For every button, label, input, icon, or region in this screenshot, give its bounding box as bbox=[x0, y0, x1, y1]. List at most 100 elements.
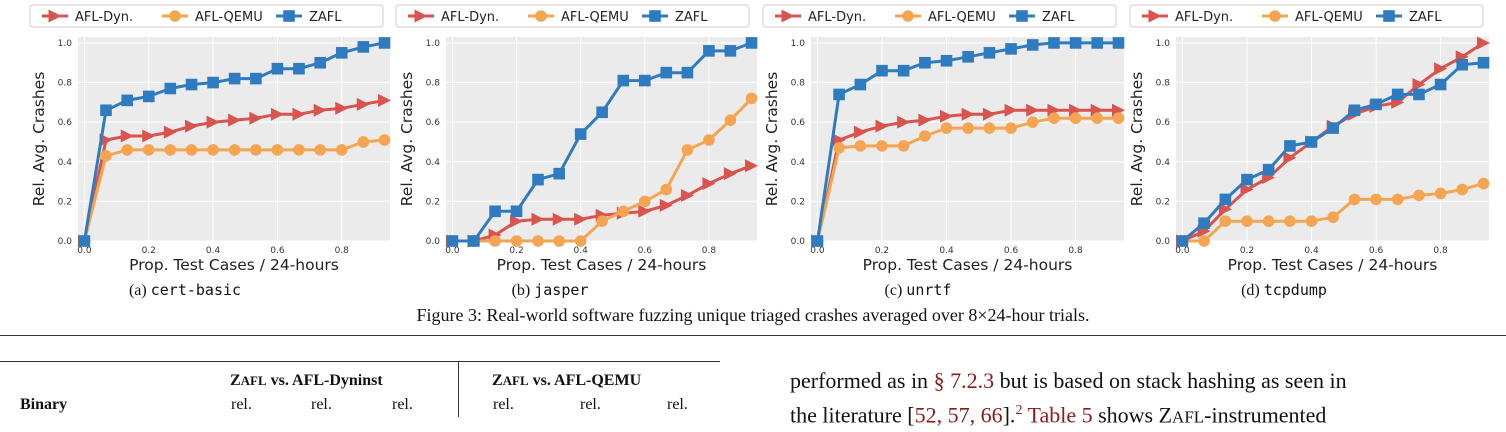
legend-marker-zafl bbox=[1383, 10, 1395, 22]
data-point bbox=[1262, 163, 1275, 176]
data-point bbox=[335, 144, 348, 156]
table-header-group-dyninst: ZAFL vs. AFL-Dyninst bbox=[230, 372, 383, 389]
data-point bbox=[660, 183, 673, 196]
data-point bbox=[919, 130, 931, 142]
data-point bbox=[1262, 215, 1275, 227]
data-point bbox=[940, 122, 953, 134]
legend-marker-afl-qemu bbox=[902, 10, 914, 22]
table-link[interactable]: Table 5 bbox=[1027, 402, 1093, 428]
section-divider bbox=[0, 335, 1506, 336]
legend-marker-zafl bbox=[283, 10, 295, 22]
data-point bbox=[164, 144, 177, 156]
data-point bbox=[228, 72, 241, 85]
section-link[interactable]: § 7.2.3 bbox=[933, 368, 995, 393]
chart-panel-d: AFL-Dyn. AFL-QEMU ZAFL 0.0 0.2 0.4 0.6 0.8 1.0 0.… bbox=[1128, 4, 1491, 274]
table-subheader-rel: rel. bbox=[493, 396, 514, 413]
chart-panel-a: AFL-Dyn. AFL-QEMU ZAFL 0.0 0.2 0.4 0.6 0.8 1.0 0.… bbox=[29, 4, 392, 274]
data-point bbox=[1434, 62, 1448, 76]
data-point bbox=[446, 235, 459, 247]
data-point bbox=[1327, 122, 1339, 134]
y-tick-label: 0.4 bbox=[1156, 158, 1171, 168]
data-point bbox=[1283, 151, 1297, 165]
data-point bbox=[163, 125, 177, 139]
legend-label-afl-qemu: AFL-QEMU bbox=[195, 10, 263, 25]
data-point bbox=[574, 212, 588, 226]
data-point bbox=[313, 103, 327, 117]
plot-area bbox=[78, 37, 390, 241]
data-point bbox=[510, 214, 524, 228]
data-point bbox=[1048, 112, 1060, 125]
legend-marker-afl-dyn bbox=[781, 9, 795, 23]
data-point bbox=[876, 64, 888, 77]
y-tick-label: 0.2 bbox=[791, 197, 805, 207]
legend-marker-afl-qemu bbox=[169, 10, 181, 22]
x-tick-label: 0.8 bbox=[1433, 246, 1448, 256]
data-point bbox=[1198, 217, 1210, 229]
y-tick-label: 1.0 bbox=[1156, 39, 1171, 49]
data-point bbox=[1198, 235, 1210, 247]
data-point bbox=[1004, 103, 1018, 117]
y-tick-label: 0.6 bbox=[1156, 118, 1171, 128]
data-point bbox=[596, 215, 608, 227]
x-tick-label: 0.2 bbox=[142, 246, 156, 256]
x-tick-label: 0.6 bbox=[270, 246, 285, 256]
data-point bbox=[638, 195, 651, 208]
data-point bbox=[357, 41, 370, 53]
data-point bbox=[918, 113, 932, 127]
data-point bbox=[638, 204, 652, 218]
y-tick-label: 0.0 bbox=[58, 237, 73, 247]
x-tick-label: 0.0 bbox=[445, 246, 460, 256]
data-point bbox=[142, 144, 155, 156]
x-axis-label: Prop. Test Cases / 24-hours bbox=[863, 256, 1073, 274]
y-axis-label: Rel. Avg. Crashes bbox=[30, 72, 48, 207]
y-tick-label: 1.0 bbox=[426, 39, 441, 49]
legend-marker-zafl bbox=[649, 10, 661, 22]
data-point bbox=[121, 144, 134, 156]
x-tick-label: 0.2 bbox=[1240, 246, 1254, 256]
data-point bbox=[1241, 215, 1253, 227]
data-point bbox=[962, 122, 974, 134]
data-point bbox=[1005, 43, 1017, 55]
footnote-link[interactable]: 2 bbox=[1015, 403, 1023, 418]
data-point bbox=[897, 140, 910, 152]
data-point bbox=[1112, 112, 1125, 125]
data-point bbox=[1241, 173, 1253, 186]
table-top-rule bbox=[0, 361, 720, 362]
data-point bbox=[1284, 215, 1296, 227]
data-point bbox=[833, 142, 845, 154]
data-point bbox=[100, 150, 112, 162]
data-point bbox=[897, 64, 910, 77]
data-point bbox=[811, 235, 824, 247]
plot-area bbox=[811, 37, 1124, 241]
data-point bbox=[854, 140, 867, 152]
data-point bbox=[724, 45, 737, 57]
legend: AFL-Dyn. AFL-QEMU ZAFL bbox=[762, 4, 1117, 28]
data-point bbox=[207, 76, 219, 89]
data-point bbox=[1284, 140, 1296, 152]
x-tick-label: 0.2 bbox=[509, 246, 523, 256]
data-point bbox=[357, 136, 370, 148]
data-point bbox=[553, 235, 565, 247]
x-tick-label: 0.8 bbox=[702, 246, 717, 256]
data-point bbox=[270, 107, 284, 121]
data-point bbox=[940, 109, 954, 123]
data-point bbox=[853, 125, 867, 139]
data-point bbox=[142, 129, 156, 143]
data-point bbox=[1370, 98, 1382, 111]
data-point bbox=[617, 74, 630, 87]
y-tick-label: 0.8 bbox=[1156, 79, 1171, 89]
data-point bbox=[876, 140, 888, 152]
data-point bbox=[489, 235, 501, 247]
data-point bbox=[854, 78, 867, 91]
data-point bbox=[121, 94, 134, 107]
data-point bbox=[250, 72, 262, 85]
data-point bbox=[1176, 235, 1189, 247]
data-point bbox=[293, 144, 305, 156]
data-point bbox=[681, 66, 694, 79]
data-point bbox=[983, 122, 996, 134]
data-point bbox=[1456, 183, 1469, 196]
legend-label-zafl: ZAFL bbox=[309, 10, 342, 25]
data-point bbox=[1434, 78, 1447, 91]
x-axis-label: Prop. Test Cases / 24-hours bbox=[129, 256, 339, 274]
citation-link[interactable]: 52, 57, 66 bbox=[914, 402, 1003, 428]
